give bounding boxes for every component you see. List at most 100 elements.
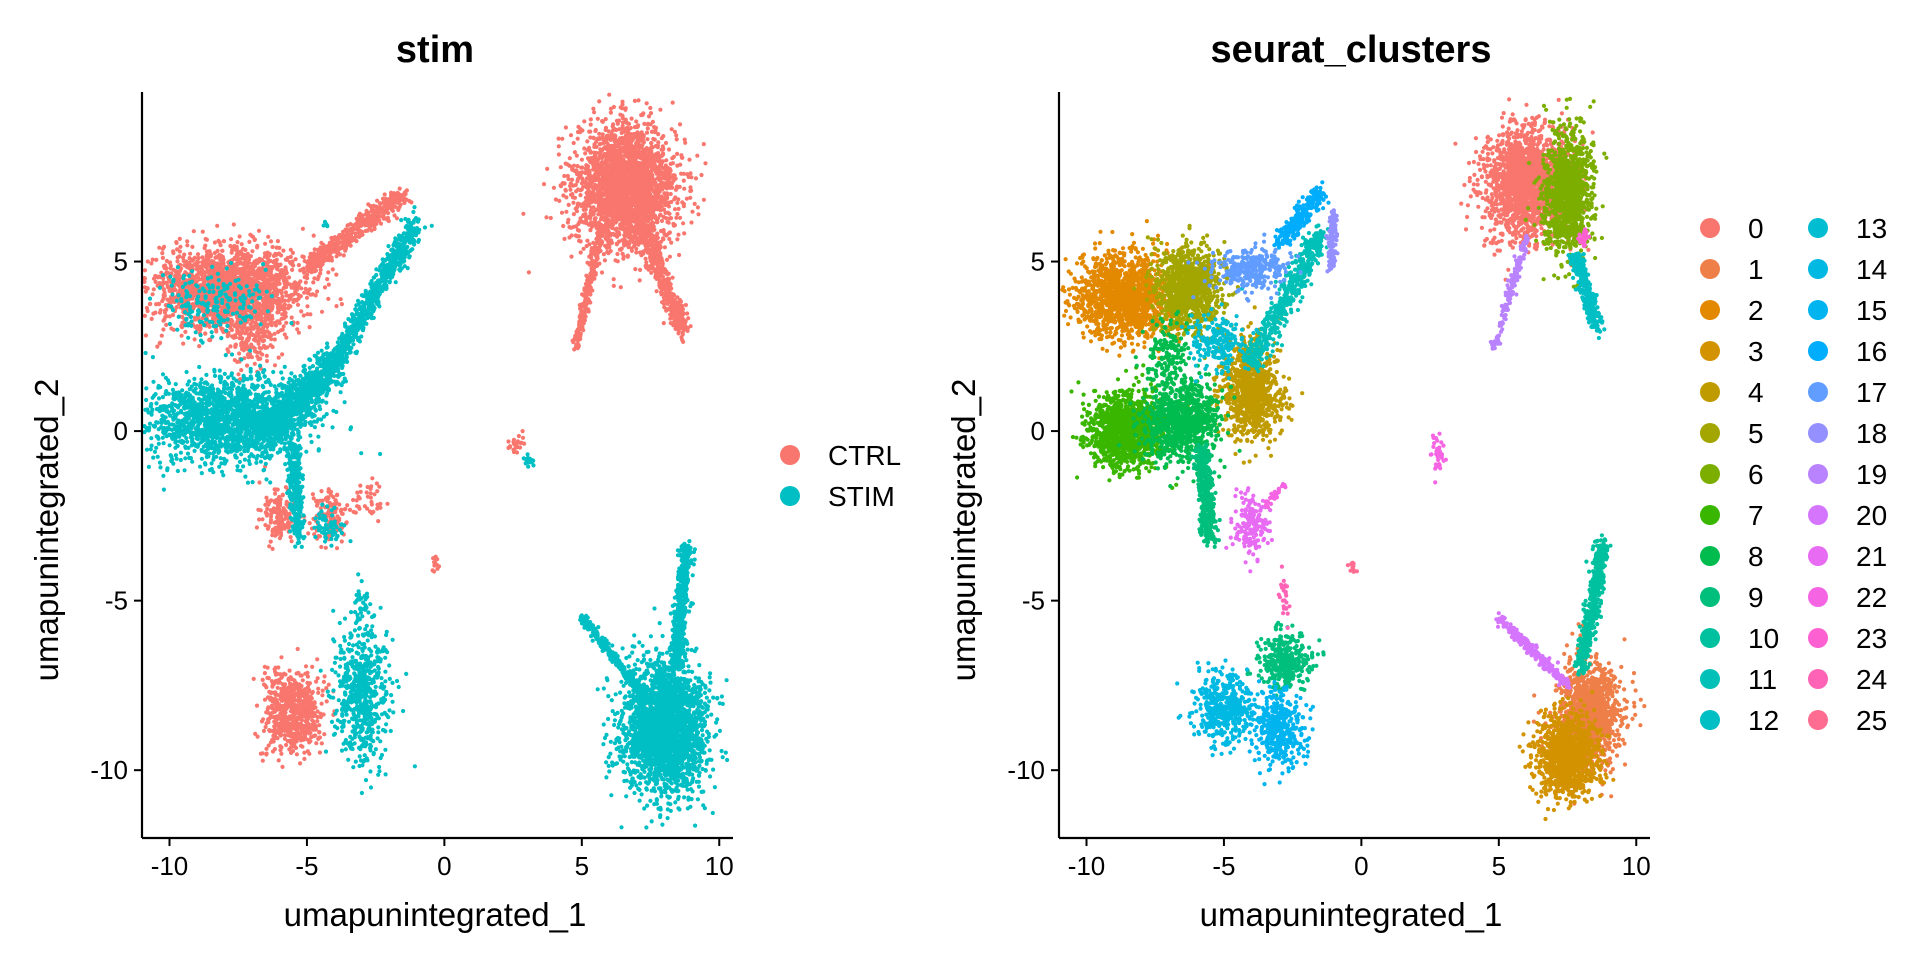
point bbox=[617, 148, 622, 153]
point bbox=[606, 251, 611, 256]
point bbox=[648, 192, 653, 197]
point bbox=[634, 246, 639, 251]
point bbox=[659, 136, 664, 141]
point bbox=[675, 151, 680, 156]
point bbox=[586, 300, 591, 305]
point bbox=[611, 231, 616, 236]
point bbox=[632, 125, 638, 130]
point bbox=[636, 98, 641, 103]
point bbox=[597, 171, 602, 176]
point bbox=[195, 252, 201, 257]
point bbox=[616, 166, 621, 171]
point bbox=[266, 234, 271, 239]
point bbox=[599, 270, 605, 275]
point bbox=[593, 216, 598, 221]
point bbox=[548, 215, 553, 221]
point bbox=[577, 303, 582, 308]
point bbox=[680, 303, 685, 308]
point bbox=[576, 124, 581, 129]
point bbox=[668, 299, 674, 304]
point bbox=[682, 231, 687, 236]
point bbox=[582, 212, 587, 217]
point bbox=[144, 305, 149, 311]
point bbox=[642, 121, 647, 126]
point bbox=[169, 326, 174, 331]
point bbox=[681, 221, 686, 226]
point bbox=[620, 238, 625, 243]
point bbox=[644, 146, 649, 151]
point bbox=[657, 254, 663, 259]
point bbox=[664, 186, 670, 191]
point bbox=[239, 242, 244, 247]
point bbox=[647, 164, 653, 169]
point bbox=[292, 280, 298, 285]
point bbox=[595, 207, 600, 212]
point bbox=[679, 155, 685, 160]
point bbox=[668, 304, 673, 309]
point bbox=[295, 320, 300, 325]
point bbox=[621, 192, 626, 198]
point bbox=[620, 113, 625, 118]
point bbox=[641, 134, 646, 139]
point bbox=[571, 224, 576, 229]
point bbox=[672, 207, 678, 212]
point bbox=[256, 228, 262, 233]
point bbox=[605, 203, 610, 208]
point bbox=[687, 157, 692, 162]
point bbox=[665, 219, 670, 225]
point bbox=[625, 130, 630, 135]
point bbox=[647, 158, 653, 163]
point bbox=[580, 165, 585, 170]
point bbox=[637, 238, 643, 243]
point bbox=[620, 251, 625, 256]
point bbox=[241, 266, 246, 271]
point bbox=[559, 210, 565, 215]
point bbox=[630, 187, 635, 192]
point bbox=[545, 166, 550, 171]
point bbox=[521, 211, 526, 216]
point bbox=[613, 186, 618, 191]
point bbox=[629, 210, 634, 215]
point bbox=[622, 164, 627, 169]
point bbox=[649, 234, 654, 239]
point bbox=[615, 251, 620, 257]
point bbox=[695, 205, 701, 210]
point bbox=[621, 201, 626, 206]
point bbox=[675, 237, 680, 242]
point bbox=[646, 227, 651, 232]
point bbox=[561, 223, 566, 229]
point bbox=[648, 122, 653, 127]
point bbox=[161, 318, 166, 323]
point bbox=[288, 247, 293, 252]
point bbox=[302, 290, 307, 295]
point bbox=[308, 312, 313, 317]
point bbox=[608, 110, 614, 115]
point bbox=[330, 267, 335, 272]
point bbox=[581, 292, 586, 297]
point bbox=[581, 321, 586, 326]
point bbox=[568, 187, 573, 192]
point bbox=[572, 195, 578, 200]
point bbox=[591, 106, 596, 111]
point bbox=[614, 139, 619, 144]
point bbox=[654, 289, 659, 294]
point bbox=[283, 268, 289, 273]
point bbox=[592, 110, 597, 115]
point bbox=[591, 165, 596, 170]
point bbox=[544, 215, 549, 220]
point bbox=[648, 153, 653, 159]
point bbox=[300, 254, 305, 259]
point bbox=[235, 240, 240, 245]
point bbox=[676, 206, 681, 211]
point bbox=[596, 241, 601, 246]
point bbox=[581, 246, 586, 251]
point bbox=[642, 154, 647, 159]
point bbox=[160, 299, 165, 304]
point bbox=[563, 187, 568, 192]
point bbox=[579, 157, 585, 162]
point bbox=[614, 118, 620, 123]
point bbox=[334, 304, 339, 309]
point bbox=[669, 313, 674, 318]
point bbox=[564, 195, 569, 200]
point bbox=[653, 196, 658, 201]
